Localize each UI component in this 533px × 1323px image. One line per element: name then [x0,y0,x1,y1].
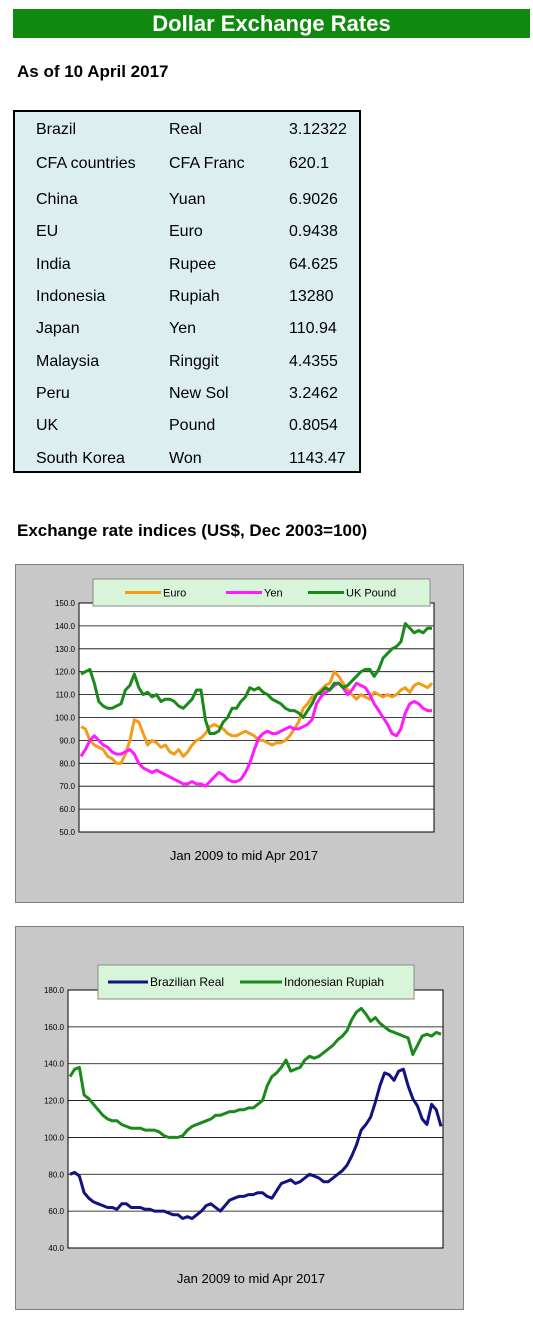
y-tick-label: 160.0 [44,1023,65,1032]
legend-label: Yen [264,588,283,600]
rate-currency: Rupee [169,256,217,273]
y-tick-label: 70.0 [59,782,75,791]
y-tick-label: 60.0 [48,1207,64,1216]
as-of-date: As of 10 April 2017 [17,62,169,81]
x-axis-label: Jan 2009 to mid Apr 2017 [170,848,318,863]
rate-country: Japan [36,320,80,337]
chart-frame-emerging-currencies: 40.0 60.0 80.0 100.0 120.0 140.0 160.0 180.0 Bra… [15,926,464,1310]
rate-value: 13280 [289,288,334,305]
rate-row: Brazil Real 3.12322 [15,121,359,141]
legend-label: Euro [163,588,186,600]
series-line [80,622,432,735]
rate-row: EU Euro 0.9438 [15,223,359,243]
chart-frame-major-currencies: 50.0 60.0 70.0 80.0 90.0 100.0 110.0 120.0 130.0… [15,564,464,903]
legend-label: Brazilian Real [150,975,224,989]
rate-value: 4.4355 [289,353,338,370]
series-line [68,1006,442,1139]
series-line [79,681,432,788]
x-axis-label: Jan 2009 to mid Apr 2017 [177,1271,325,1286]
y-tick-label: 100.0 [44,1133,65,1142]
rate-value: 6.9026 [289,191,338,208]
rate-currency: Pound [169,417,216,434]
rate-country: India [36,256,71,273]
legend-label: UK Pound [346,588,396,600]
rate-value: 3.12322 [289,121,347,138]
y-tick-label: 80.0 [48,1170,64,1179]
rate-country: South Korea [36,450,125,467]
y-tick-label: 110.0 [56,691,76,700]
series-line [69,1067,443,1220]
rate-row: Malaysia Ringgit 4.4355 [15,353,359,373]
y-tick-label: 100.0 [55,714,76,723]
rate-row: India Rupee 64.625 [15,256,359,276]
rate-country: Malaysia [36,353,100,370]
y-tick-label: 180.0 [44,986,65,995]
rate-currency: CFA Franc [169,155,245,172]
rate-currency: Ringgit [169,353,219,370]
rate-value: 64.625 [289,256,338,273]
rate-value: 110.94 [289,320,337,337]
rate-currency: Real [169,121,202,138]
rate-row: South Korea Won 1143.47 [15,450,359,470]
page-header: Dollar Exchange Rates [13,9,530,38]
y-tick-label: 60.0 [59,805,75,814]
y-tick-label: 80.0 [59,759,75,768]
rate-country: EU [36,223,59,240]
rate-country: Peru [36,385,70,402]
chart-emerging-currencies: 40.0 60.0 80.0 100.0 120.0 140.0 160.0 180.0 Bra… [44,964,444,1286]
rate-country: Brazil [36,121,77,138]
rate-currency: New Sol [169,385,229,402]
rate-value: 3.2462 [289,385,338,402]
rate-value: 620.1 [289,155,330,172]
rate-row: CFA countries CFA Franc 620.1 [15,155,359,175]
rate-country: Indonesia [36,288,106,305]
y-tick-label: 130.0 [55,645,76,654]
y-tick-label: 90.0 [59,736,75,745]
rate-currency: Yuan [169,191,206,208]
rate-currency: Euro [169,223,203,240]
rate-row: Indonesia Rupiah 13280 [15,288,359,308]
rate-value: 0.8054 [289,417,338,434]
y-tick-label: 50.0 [59,828,75,837]
rate-country: CFA countries [36,155,136,172]
y-tick-label: 120.0 [55,668,76,677]
y-tick-label: 140.0 [55,622,76,631]
rate-value: 0.9438 [289,223,338,240]
rates-table: Brazil Real 3.12322 CFA countries CFA Franc 6… [13,110,361,473]
rate-row: UK Pound 0.8054 [15,417,359,437]
rate-country: China [36,191,78,208]
chart-major-currencies: 50.0 60.0 70.0 80.0 90.0 100.0 110.0 120.0 130.0… [55,578,435,863]
series-line [80,670,434,765]
y-tick-label: 140.0 [44,1060,65,1069]
page-title: Dollar Exchange Rates [152,11,391,36]
plot-area [67,989,444,1249]
rate-currency: Yen [169,320,196,337]
y-tick-label: 40.0 [48,1244,64,1253]
rate-row: China Yuan 6.9026 [15,191,359,211]
rate-currency: Rupiah [169,288,220,305]
legend-label: Indonesian Rupiah [284,975,384,989]
y-tick-label: 120.0 [44,1097,65,1106]
rate-value: 1143.47 [289,450,346,467]
rate-country: UK [36,417,59,434]
indices-section-title: Exchange rate indices (US$, Dec 2003=100… [17,521,368,540]
y-tick-label: 150.0 [55,599,76,608]
rate-row: Japan Yen 110.94 [15,320,359,340]
rate-currency: Won [169,450,202,467]
rate-row: Peru New Sol 3.2462 [15,385,359,405]
